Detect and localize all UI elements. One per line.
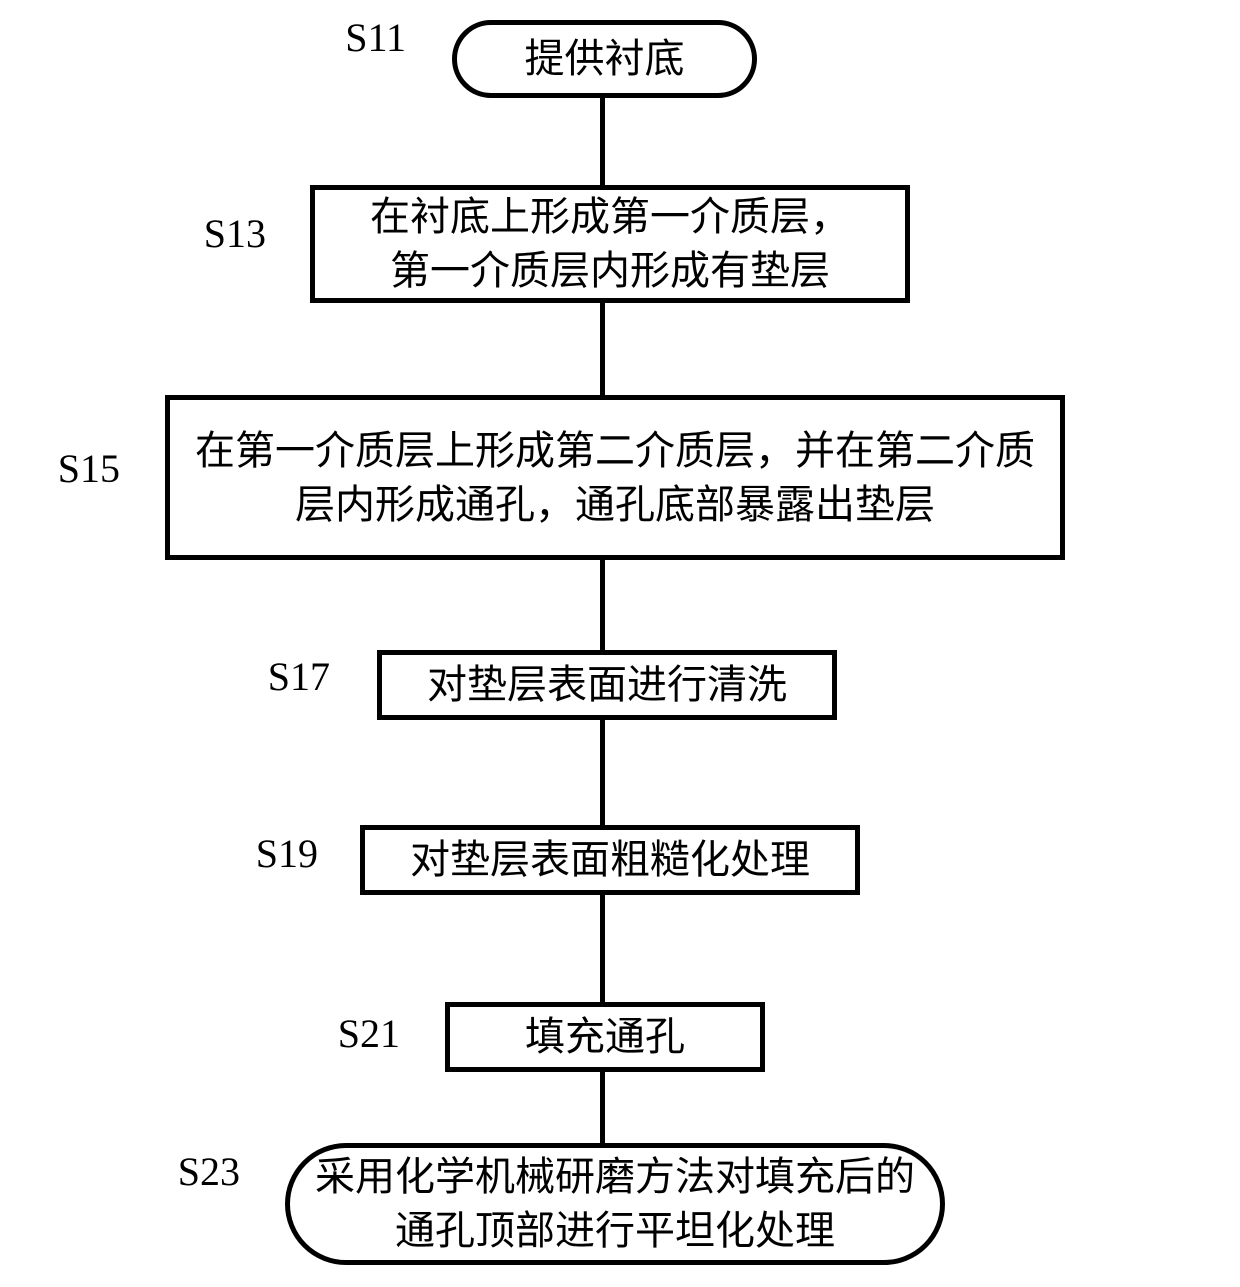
label-text: S17: [268, 654, 330, 699]
flow-node-s21: 填充通孔: [445, 1002, 765, 1072]
label-text: S21: [338, 1011, 400, 1056]
step-label-s23: S23: [130, 1148, 240, 1195]
label-text: S19: [256, 831, 318, 876]
label-text: S23: [178, 1149, 240, 1194]
node-text: 对垫层表面进行清洗: [382, 658, 832, 712]
node-text: 在衬底上形成第一介质层， 第一介质层内形成有垫层: [315, 190, 905, 298]
flow-node-s17: 对垫层表面进行清洗: [377, 650, 837, 720]
flow-node-s11: 提供衬底: [452, 20, 757, 98]
step-label-s15: S15: [10, 445, 120, 492]
node-text: 在第一介质层上形成第二介质层，并在第二介质层内形成通孔，通孔底部暴露出垫层: [170, 424, 1060, 532]
step-label-s11: S11: [296, 14, 406, 61]
flow-node-s13: 在衬底上形成第一介质层， 第一介质层内形成有垫层: [310, 185, 910, 303]
label-text: S15: [58, 446, 120, 491]
node-text: 采用化学机械研磨方法对填充后的通孔顶部进行平坦化处理: [290, 1150, 940, 1258]
node-text: 提供衬底: [457, 32, 752, 86]
flow-node-s15: 在第一介质层上形成第二介质层，并在第二介质层内形成通孔，通孔底部暴露出垫层: [165, 395, 1065, 560]
step-label-s13: S13: [156, 210, 266, 257]
node-text: 对垫层表面粗糙化处理: [365, 833, 855, 887]
flow-node-s19: 对垫层表面粗糙化处理: [360, 825, 860, 895]
connector: [600, 720, 605, 825]
step-label-s21: S21: [290, 1010, 400, 1057]
node-text: 填充通孔: [450, 1010, 760, 1064]
label-text: S13: [204, 211, 266, 256]
connector: [600, 303, 605, 395]
connector: [600, 98, 605, 185]
connector: [600, 560, 605, 650]
connector: [600, 1072, 605, 1143]
step-label-s19: S19: [208, 830, 318, 877]
connector: [600, 895, 605, 1002]
step-label-s17: S17: [220, 653, 330, 700]
flow-node-s23: 采用化学机械研磨方法对填充后的通孔顶部进行平坦化处理: [285, 1143, 945, 1265]
label-text: S11: [345, 15, 406, 60]
